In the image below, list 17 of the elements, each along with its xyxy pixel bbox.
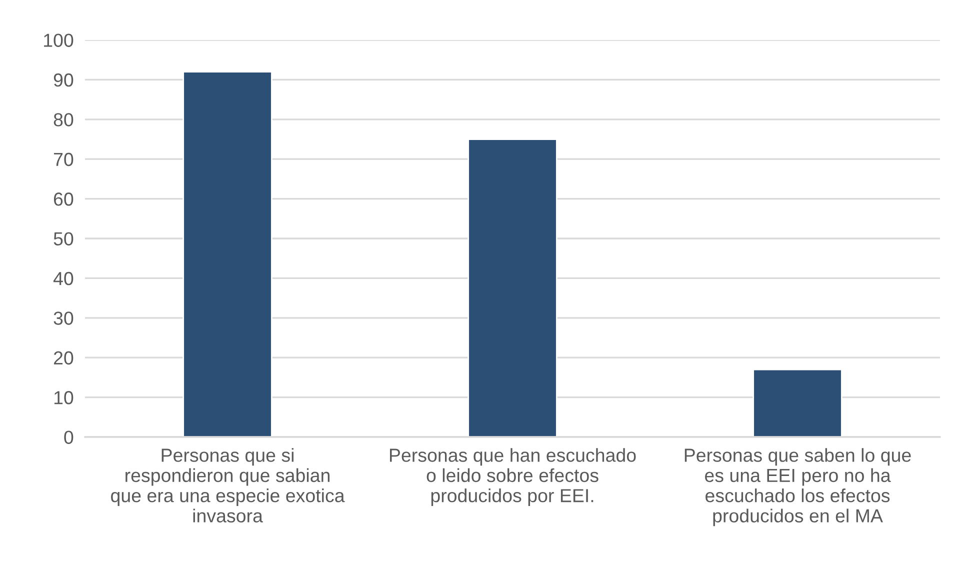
y-tick-label: 70 — [54, 152, 74, 166]
y-tick-label: 0 — [64, 430, 74, 444]
y-tick-label: 40 — [53, 272, 74, 286]
x-tick-label: Personas que saben lo que es una EEI pero no ha escuchado los efectos producidos en el MA — [684, 448, 911, 526]
y-tick-label: 80 — [54, 113, 74, 126]
bar — [182, 71, 272, 437]
y-tick-label: 50 — [54, 232, 74, 246]
y-tick-label: 10 — [54, 391, 74, 404]
y-tick-label: 60 — [54, 192, 74, 206]
x-tick-label: Personas que si respondieron que sabian que era una especie exotica invasora — [111, 448, 345, 522]
bar — [468, 138, 558, 437]
bar — [752, 368, 842, 437]
y-tick-label: 100 — [44, 34, 74, 47]
x-tick-label: Personas que han escuchado o leido sobre efectos producidos por EEI. — [390, 448, 636, 506]
y-tick-label: 20 — [54, 351, 74, 365]
y-tick-label: 90 — [54, 73, 74, 87]
y-tick-label: 30 — [54, 312, 74, 325]
